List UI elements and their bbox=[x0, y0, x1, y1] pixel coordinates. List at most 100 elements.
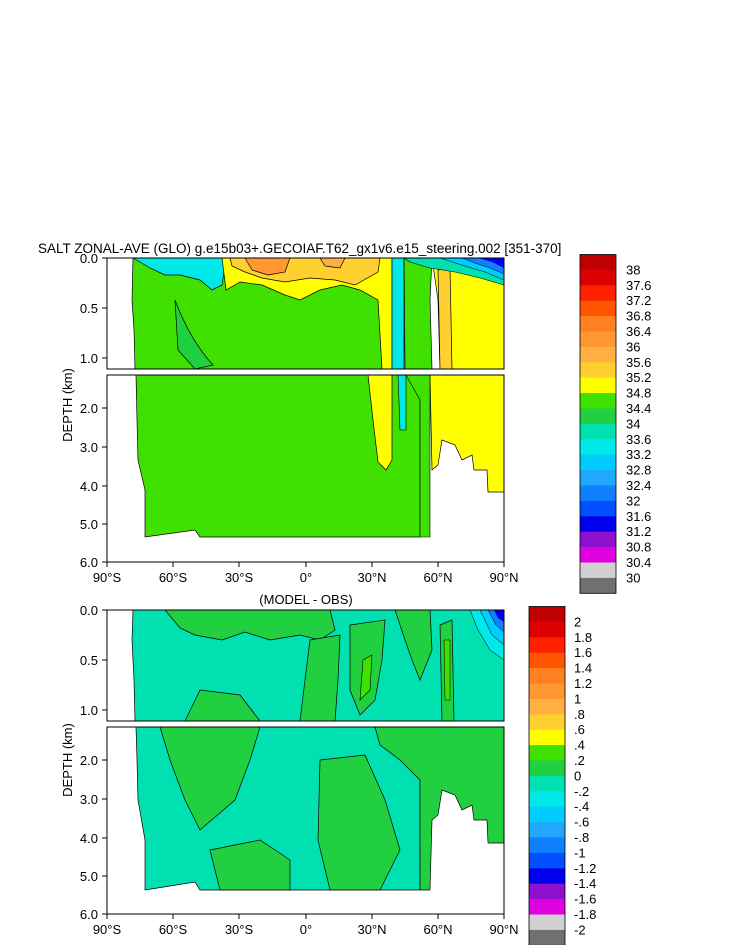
colorbar-swatch bbox=[529, 683, 565, 700]
colorbar-swatch bbox=[580, 439, 616, 455]
colorbar-swatch bbox=[529, 637, 565, 653]
colorbar-swatch bbox=[529, 668, 565, 684]
colorbar-swatch bbox=[580, 454, 616, 471]
salinity-y-axis: 0.0 0.5 1.0 2.0 3.0 4.0 5.0 6.0 DEPTH (k… bbox=[60, 251, 107, 570]
colorbar-label: -.6 bbox=[574, 815, 589, 830]
colorbar-label: -.4 bbox=[574, 799, 589, 814]
colorbar-label: -.2 bbox=[574, 784, 589, 799]
y-tick-label: 4.0 bbox=[80, 479, 98, 494]
colorbar-swatch bbox=[529, 775, 565, 792]
colorbar-label: 31.6 bbox=[626, 509, 651, 524]
colorbar-label: 33.2 bbox=[626, 447, 651, 462]
x-tick-label: 60°S bbox=[159, 922, 188, 937]
y-tick-label: 0.5 bbox=[80, 653, 98, 668]
colorbar-label: 38 bbox=[626, 262, 640, 277]
difference-colorbar: 21.81.61.41.21.8.6.4.20-.2-.4-.6-.8-1-1.… bbox=[528, 606, 596, 945]
colorbar-label: -1.8 bbox=[574, 907, 596, 922]
y-tick-label: 6.0 bbox=[80, 907, 98, 922]
colorbar-label: 34 bbox=[626, 416, 640, 431]
difference-panel: (MODEL - OBS) bbox=[60, 592, 596, 945]
x-tick-label: 0° bbox=[300, 570, 312, 585]
y-tick-label: 3.0 bbox=[80, 792, 98, 807]
salinity-panel: SALT ZONAL-AVE (GLO) g.e15b03+.GECOIAF.T… bbox=[38, 241, 651, 594]
colorbar-label: 32.4 bbox=[626, 478, 651, 493]
colorbar-swatch bbox=[580, 300, 616, 317]
difference-x-axis: 90°S 60°S 30°S 0° 30°N 60°N 90°N bbox=[93, 914, 519, 937]
colorbar-label: 1.6 bbox=[574, 645, 592, 660]
colorbar-label: -2 bbox=[574, 922, 586, 937]
y-tick-label: 4.0 bbox=[80, 831, 98, 846]
colorbar-swatch bbox=[529, 745, 565, 761]
y-tick-label: 1.0 bbox=[80, 351, 98, 366]
y-axis-label: DEPTH (km) bbox=[60, 723, 75, 797]
colorbar-label: .2 bbox=[574, 753, 585, 768]
colorbar-swatch bbox=[529, 883, 565, 900]
colorbar-swatch bbox=[529, 914, 565, 931]
y-tick-label: 6.0 bbox=[80, 555, 98, 570]
salinity-lower-field bbox=[106, 374, 505, 563]
colorbar-swatch bbox=[580, 346, 616, 363]
colorbar-label: 1.4 bbox=[574, 661, 592, 676]
y-tick-label: 0.5 bbox=[80, 301, 98, 316]
colorbar-swatch bbox=[580, 254, 616, 271]
x-tick-label: 30°N bbox=[357, 922, 386, 937]
colorbar-label: 37.6 bbox=[626, 278, 651, 293]
difference-lower-field bbox=[106, 726, 505, 915]
colorbar-label: -.8 bbox=[574, 830, 589, 845]
colorbar-swatch bbox=[580, 500, 616, 517]
colorbar-swatch bbox=[529, 852, 565, 869]
x-tick-label: 30°N bbox=[357, 570, 386, 585]
colorbar-label: 36 bbox=[626, 339, 640, 354]
colorbar-swatch bbox=[580, 547, 616, 563]
colorbar-swatch bbox=[529, 729, 565, 746]
x-tick-label: 60°N bbox=[423, 922, 452, 937]
salinity-upper-field bbox=[106, 257, 505, 370]
colorbar-swatch bbox=[580, 331, 616, 348]
colorbar-label: 34.8 bbox=[626, 386, 651, 401]
y-tick-label: 3.0 bbox=[80, 440, 98, 455]
colorbar-swatch bbox=[529, 806, 565, 823]
colorbar-swatch bbox=[529, 760, 565, 777]
colorbar-label: 30 bbox=[626, 570, 640, 585]
x-tick-label: 30°S bbox=[225, 922, 254, 937]
salinity-colorbar: 3837.637.236.836.43635.635.234.834.43433… bbox=[579, 254, 651, 594]
colorbar-swatch bbox=[580, 377, 616, 394]
colorbar-label: 34.4 bbox=[626, 401, 651, 416]
y-tick-label: 2.0 bbox=[80, 753, 98, 768]
colorbar-swatch bbox=[529, 714, 565, 730]
colorbar-label: 2 bbox=[574, 614, 581, 629]
x-tick-label: 90°S bbox=[93, 570, 122, 585]
colorbar-swatch bbox=[529, 899, 565, 915]
colorbar-swatch bbox=[529, 621, 565, 638]
x-tick-label: 30°S bbox=[225, 570, 254, 585]
colorbar-label: 30.4 bbox=[626, 555, 651, 570]
colorbar-label: 36.4 bbox=[626, 324, 651, 339]
salinity-panel-title: SALT ZONAL-AVE (GLO) g.e15b03+.GECOIAF.T… bbox=[38, 241, 561, 256]
colorbar-swatch bbox=[529, 698, 565, 715]
colorbar-swatch bbox=[580, 485, 616, 502]
colorbar-label: 31.2 bbox=[626, 524, 651, 539]
colorbar-label: .6 bbox=[574, 722, 585, 737]
colorbar-swatch bbox=[529, 868, 565, 884]
colorbar-frame bbox=[579, 254, 617, 594]
colorbar-label: 35.6 bbox=[626, 355, 651, 370]
y-tick-label: 5.0 bbox=[80, 517, 98, 532]
colorbar-swatch bbox=[580, 470, 616, 486]
difference-panel-title: (MODEL - OBS) bbox=[259, 592, 352, 607]
colorbar-label: .4 bbox=[574, 738, 585, 753]
y-tick-label: 0.0 bbox=[80, 603, 98, 618]
y-tick-label: 5.0 bbox=[80, 869, 98, 884]
colorbar-swatch bbox=[529, 822, 565, 838]
colorbar-label: 1 bbox=[574, 691, 581, 706]
colorbar-label: 32.8 bbox=[626, 463, 651, 478]
colorbar-swatch bbox=[529, 837, 565, 854]
colorbar-swatch bbox=[580, 316, 616, 332]
colorbar-label: 36.8 bbox=[626, 309, 651, 324]
colorbar-swatch bbox=[580, 285, 616, 301]
colorbar-label: 30.8 bbox=[626, 540, 651, 555]
colorbar-swatch bbox=[529, 652, 565, 669]
colorbar-swatch bbox=[580, 269, 616, 286]
colorbar-label: 32 bbox=[626, 493, 640, 508]
colorbar-swatch bbox=[580, 393, 616, 409]
